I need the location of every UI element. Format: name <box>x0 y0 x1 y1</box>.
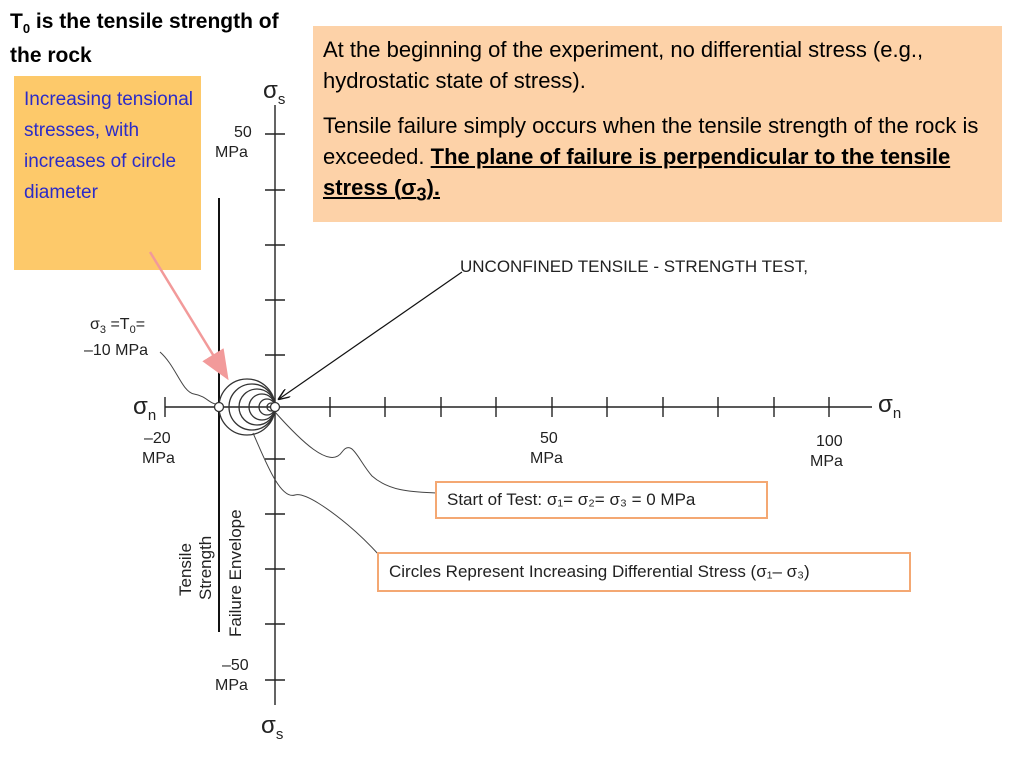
tick-unit-neg20: MPa <box>142 450 175 467</box>
tick-label-50-vertical: 50 <box>234 124 252 141</box>
tension-note: Increasing tensional stresses, with incr… <box>14 76 201 270</box>
sigma-n-right-label: σn <box>878 391 901 422</box>
tick-label-neg50-vertical: –50 <box>222 657 249 674</box>
circles-leader <box>252 432 381 557</box>
failure-envelope-label: Failure Envelope <box>226 509 245 637</box>
slide-title: T0 is the tensile strength of the rock <box>10 10 279 68</box>
tick-unit-50-vertical: MPa <box>215 144 248 161</box>
tick-label-100-horizontal: 100 <box>816 433 843 450</box>
tick-label-neg20: –20 <box>144 430 171 447</box>
start-of-test-leader <box>274 411 437 494</box>
sigma3-point <box>213 401 225 413</box>
sigma-s-top-label: σs <box>263 77 285 108</box>
sigma3-leader <box>159 351 217 405</box>
tensile-strength-label-line2: Strength <box>196 536 215 600</box>
pink-arrow <box>148 251 229 381</box>
sigma3-label: σ3 =T0= <box>90 316 145 336</box>
test-heading: UNCONFINED TENSILE - STRENGTH TEST, <box>460 257 808 276</box>
sigma-s-ticks <box>265 133 285 681</box>
explanation-paragraph-1: At the beginning of the experiment, no d… <box>323 37 924 93</box>
tick-label-50-horizontal: 50 <box>540 430 558 447</box>
sigma-n-ticks <box>164 397 830 417</box>
sigma-s-bottom-label: σs <box>261 712 283 743</box>
explanation-paragraph-2: Tensile failure simply occurs when the t… <box>323 113 979 205</box>
tick-unit-neg50-vertical: MPa <box>215 677 248 694</box>
sigma-n-left-label: σn <box>133 393 156 424</box>
tensile-strength-label-line1: Tensile <box>176 543 195 596</box>
sigma3-value: –10 MPa <box>84 342 148 359</box>
tick-unit-100-horizontal: MPa <box>810 453 843 470</box>
explanation-box: At the beginning of the experiment, no d… <box>313 26 1002 222</box>
tick-unit-50-horizontal: MPa <box>530 450 563 467</box>
origin-point <box>269 401 281 413</box>
test-heading-arrow <box>279 271 463 399</box>
start-of-test-callout: Start of Test: σ₁= σ₂= σ₃ = 0 MPa <box>435 481 768 519</box>
failure-plane-statement: The plane of failure is perpendicular to… <box>323 144 951 205</box>
differential-stress-callout: Circles Represent Increasing Differentia… <box>377 552 911 592</box>
